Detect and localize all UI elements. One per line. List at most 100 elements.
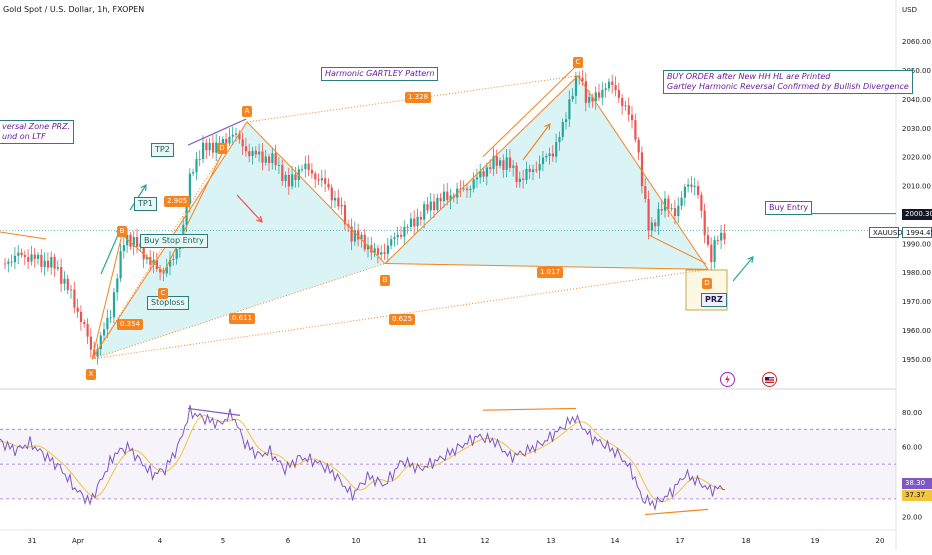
stoploss-label: Stoploss [147, 296, 189, 310]
candle-body-20 [70, 289, 73, 291]
candle-body-163 [541, 157, 545, 165]
candle-body-202 [670, 208, 673, 209]
candle-body-211 [700, 194, 703, 211]
buy-order-line2: Gartley Harmonic Reversal Confirmed by B… [667, 82, 909, 91]
candle-body-166 [551, 153, 554, 157]
rsi-ma-line [0, 414, 724, 503]
small-d-marker: D [217, 143, 227, 154]
lightning-icon[interactable] [720, 372, 735, 387]
candle-body-18 [63, 278, 66, 284]
candle-body-142 [472, 179, 475, 189]
rsi-divergence-a [187, 407, 241, 416]
tp1-label: TP1 [134, 197, 157, 211]
candle-body-60 [202, 142, 205, 160]
candle-body-195 [647, 198, 650, 231]
candle-body-62 [208, 142, 211, 151]
buy-order-note: BUY ORDER after New HH HL are Printed Ga… [663, 70, 913, 94]
prz-label: PRZ [701, 293, 727, 307]
candle-body-115 [383, 252, 386, 254]
candle-body-191 [634, 120, 637, 140]
date-tick-13: 20 [876, 537, 885, 545]
candle-body-110 [367, 245, 370, 250]
arrow-down-1-shaft [236, 194, 263, 223]
ratio-0354: 0.354 [117, 319, 144, 330]
leg-bd [384, 263, 709, 270]
candle-body-10 [37, 254, 40, 259]
candle-body-132 [439, 197, 442, 202]
arrow-up-2-head [140, 183, 147, 192]
candle-body-107 [357, 230, 360, 240]
last-price-badge: 1994.45 [902, 227, 932, 238]
candle-body-148 [492, 156, 495, 169]
candle-body-8 [30, 254, 33, 262]
candle-body-165 [548, 153, 551, 157]
buy-entry-label: Buy Entry [765, 201, 813, 215]
candle-body-212 [703, 210, 706, 236]
price-tick-5: 2010.00 [902, 183, 931, 191]
candle-body-80 [268, 156, 271, 163]
candle-body-206 [683, 186, 686, 198]
candle-body-16 [56, 267, 59, 269]
date-tick-5: 10 [352, 537, 361, 545]
small-b-marker: B [117, 226, 127, 237]
candle-body-44 [149, 256, 152, 265]
small-leg-bc [121, 234, 165, 273]
candle-body-70 [235, 133, 238, 135]
candle-body-158 [525, 168, 528, 180]
rsi-divergence-d [644, 508, 709, 516]
candle-body-95 [317, 179, 320, 181]
pattern-title: Harmonic GARTLEY Pattern [321, 67, 439, 81]
candle-body-2 [10, 261, 13, 263]
candle-body-205 [680, 197, 683, 206]
rsi-line [0, 405, 726, 512]
candle-body-61 [205, 142, 208, 151]
candle-body-184 [611, 81, 614, 85]
candle-body-194 [644, 186, 647, 199]
candle-body-123 [409, 218, 413, 228]
candle-body-130 [433, 201, 436, 211]
candle-body-69 [231, 134, 234, 137]
small-leg-xb [91, 234, 123, 360]
point-c-marker: C [573, 57, 583, 68]
candles-layer [4, 70, 726, 365]
buy-stop-entry-label: Buy Stop Entry [140, 234, 208, 248]
candle-body-39 [132, 236, 135, 247]
candle-body-203 [673, 208, 677, 217]
candle-body-113 [376, 248, 380, 255]
candle-body-159 [528, 168, 531, 172]
candle-body-25 [86, 324, 89, 337]
candle-body-213 [706, 235, 710, 245]
candle-body-58 [195, 158, 198, 173]
date-tick-9: 14 [611, 537, 620, 545]
candle-body-50 [169, 259, 172, 267]
candle-body-154 [512, 165, 515, 168]
candle-body-31 [106, 317, 109, 330]
price-tick-1: 2050.00 [902, 67, 931, 75]
candle-body-170 [565, 119, 568, 122]
candle-body-108 [360, 234, 363, 240]
buy-entry-price-badge: 2000.30 [902, 209, 932, 220]
candle-body-201 [667, 198, 670, 209]
left-prz-note: versal Zone PRZ. und on LTF [0, 120, 75, 144]
candle-body-167 [555, 142, 558, 157]
candle-body-176 [584, 81, 587, 103]
rsi-tick-0: 80.00 [902, 409, 922, 417]
candle-body-178 [591, 96, 594, 102]
flag-icon[interactable] [762, 372, 777, 387]
candle-body-46 [155, 260, 158, 269]
small-c-marker: C [158, 288, 168, 299]
pattern-title-text: Harmonic GARTLEY Pattern [325, 69, 435, 78]
candle-body-13 [46, 260, 50, 268]
buy-order-line1: BUY ORDER after New HH HL are Printed [667, 72, 831, 81]
arrow-down-1-head [256, 216, 263, 223]
leg-xb [91, 263, 386, 360]
candle-body-77 [258, 151, 261, 155]
candle-body-190 [631, 114, 634, 121]
candle-body-56 [188, 173, 191, 205]
axis-layer: USD2060.002050.002040.002030.002020.0020… [28, 6, 931, 545]
candle-body-52 [175, 249, 178, 260]
candle-body-185 [614, 84, 617, 91]
candle-body-28 [96, 348, 99, 357]
candle-body-83 [277, 165, 281, 166]
